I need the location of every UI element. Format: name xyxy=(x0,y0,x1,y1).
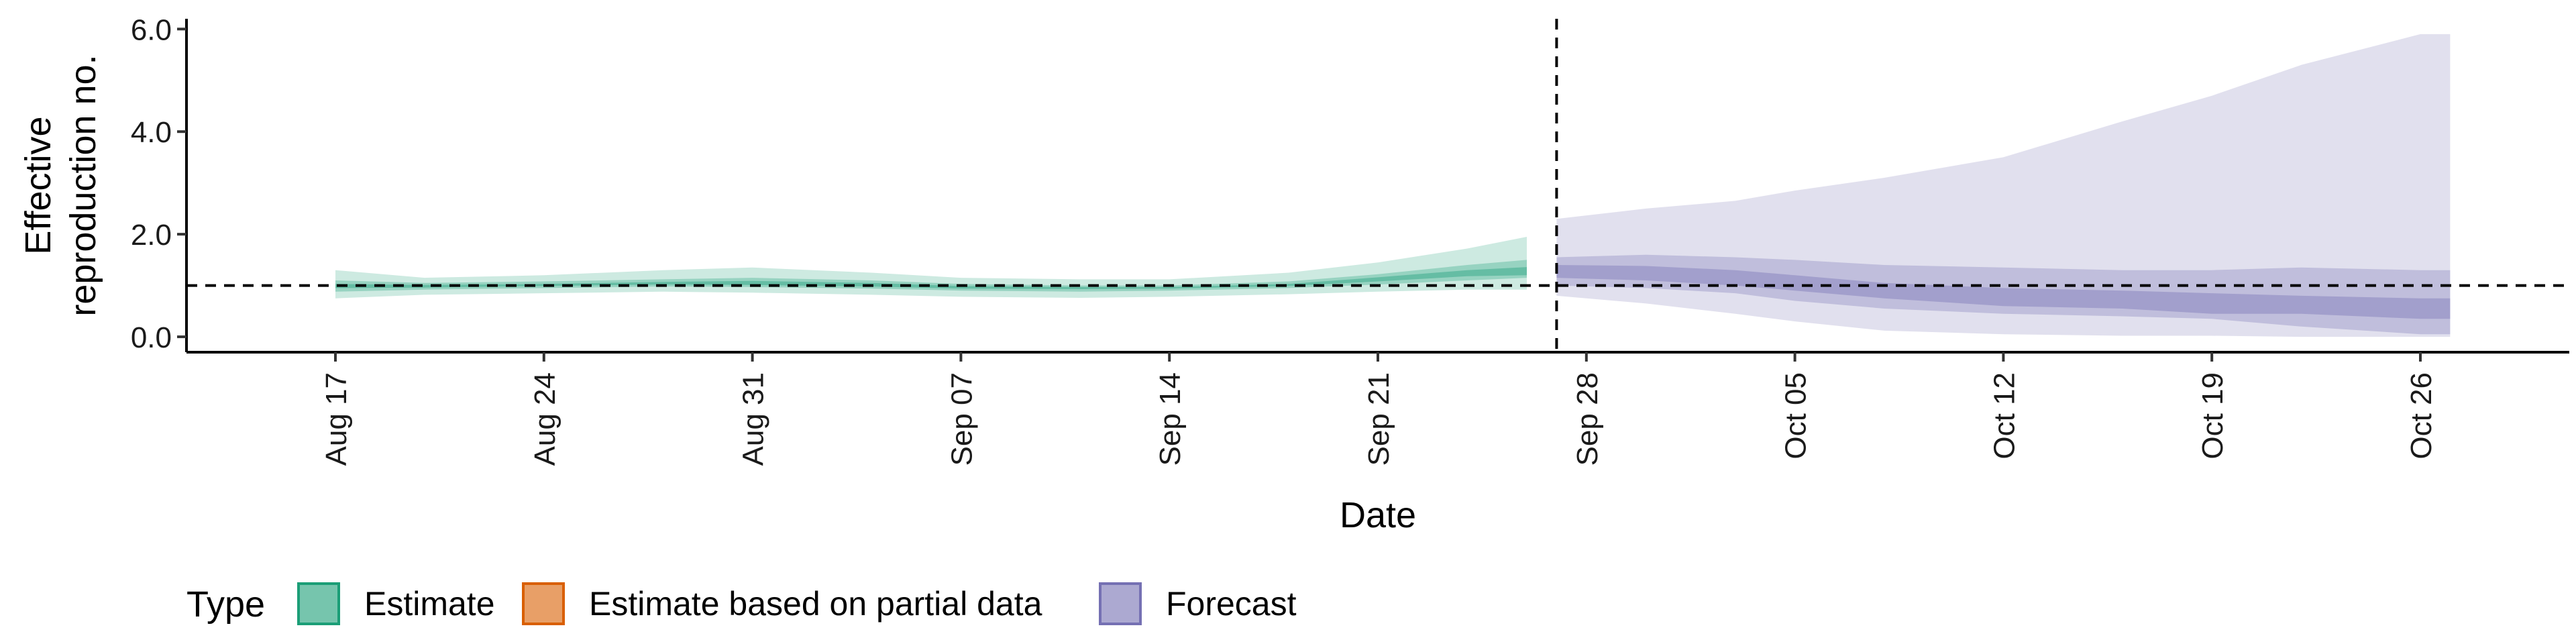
y-tick-label: 0.0 xyxy=(131,321,172,354)
y-axis-title-line-1: Effective xyxy=(18,116,58,254)
axis-titles: Date Effective reproduction no. xyxy=(18,54,1416,535)
uncertainty-bands xyxy=(335,34,2451,337)
estimate-band-90 xyxy=(335,237,1527,299)
x-tick-label: Oct 12 xyxy=(1988,372,2021,460)
x-tick-label: Sep 28 xyxy=(1571,372,1604,466)
x-tick-label: Sep 07 xyxy=(945,372,978,466)
forecast-band-20 xyxy=(1556,265,2451,319)
x-tick-label: Oct 05 xyxy=(1780,372,1813,460)
x-tick-label: Aug 17 xyxy=(320,372,353,466)
forecast-band-50 xyxy=(1556,254,2451,335)
reference-lines xyxy=(186,19,2569,352)
legend-label-estimate-based-on-partial-data: Estimate based on partial data xyxy=(589,585,1042,623)
x-tick-label: Sep 14 xyxy=(1154,372,1187,466)
x-tick-label: Aug 24 xyxy=(529,372,561,466)
y-axis-ticks: 0.0 2.0 4.0 6.0 xyxy=(131,13,186,354)
y-tick-label: 6.0 xyxy=(131,13,172,46)
y-tick-label: 4.0 xyxy=(131,116,172,149)
x-tick-label: Aug 31 xyxy=(737,372,770,466)
y-tick-label: 2.0 xyxy=(131,219,172,252)
legend: Type Estimate Estimate based on partial d… xyxy=(186,582,1297,625)
y-axis-title-line-2: reproduction no. xyxy=(63,54,103,316)
legend-key-forecast xyxy=(1099,582,1142,625)
estimate-band-20 xyxy=(335,267,1527,289)
x-axis-ticks: Aug 17 Aug 24 Aug 31 Sep 07 Sep 14 Sep 21 Sep … xyxy=(320,352,2438,466)
estimate-band-50 xyxy=(335,260,1527,292)
x-tick-label: Oct 19 xyxy=(2196,372,2229,460)
forecast-band-90 xyxy=(1556,34,2451,337)
x-axis-title: Date xyxy=(1340,495,1416,535)
legend-key-estimate-based-on-partial-data xyxy=(522,582,565,625)
x-tick-label: Oct 26 xyxy=(2405,372,2438,460)
legend-title: Type xyxy=(186,584,265,625)
legend-key-estimate xyxy=(297,582,340,625)
legend-label-forecast: Forecast xyxy=(1166,585,1297,623)
legend-label-estimate: Estimate xyxy=(364,585,495,623)
x-tick-label: Sep 21 xyxy=(1362,372,1395,466)
